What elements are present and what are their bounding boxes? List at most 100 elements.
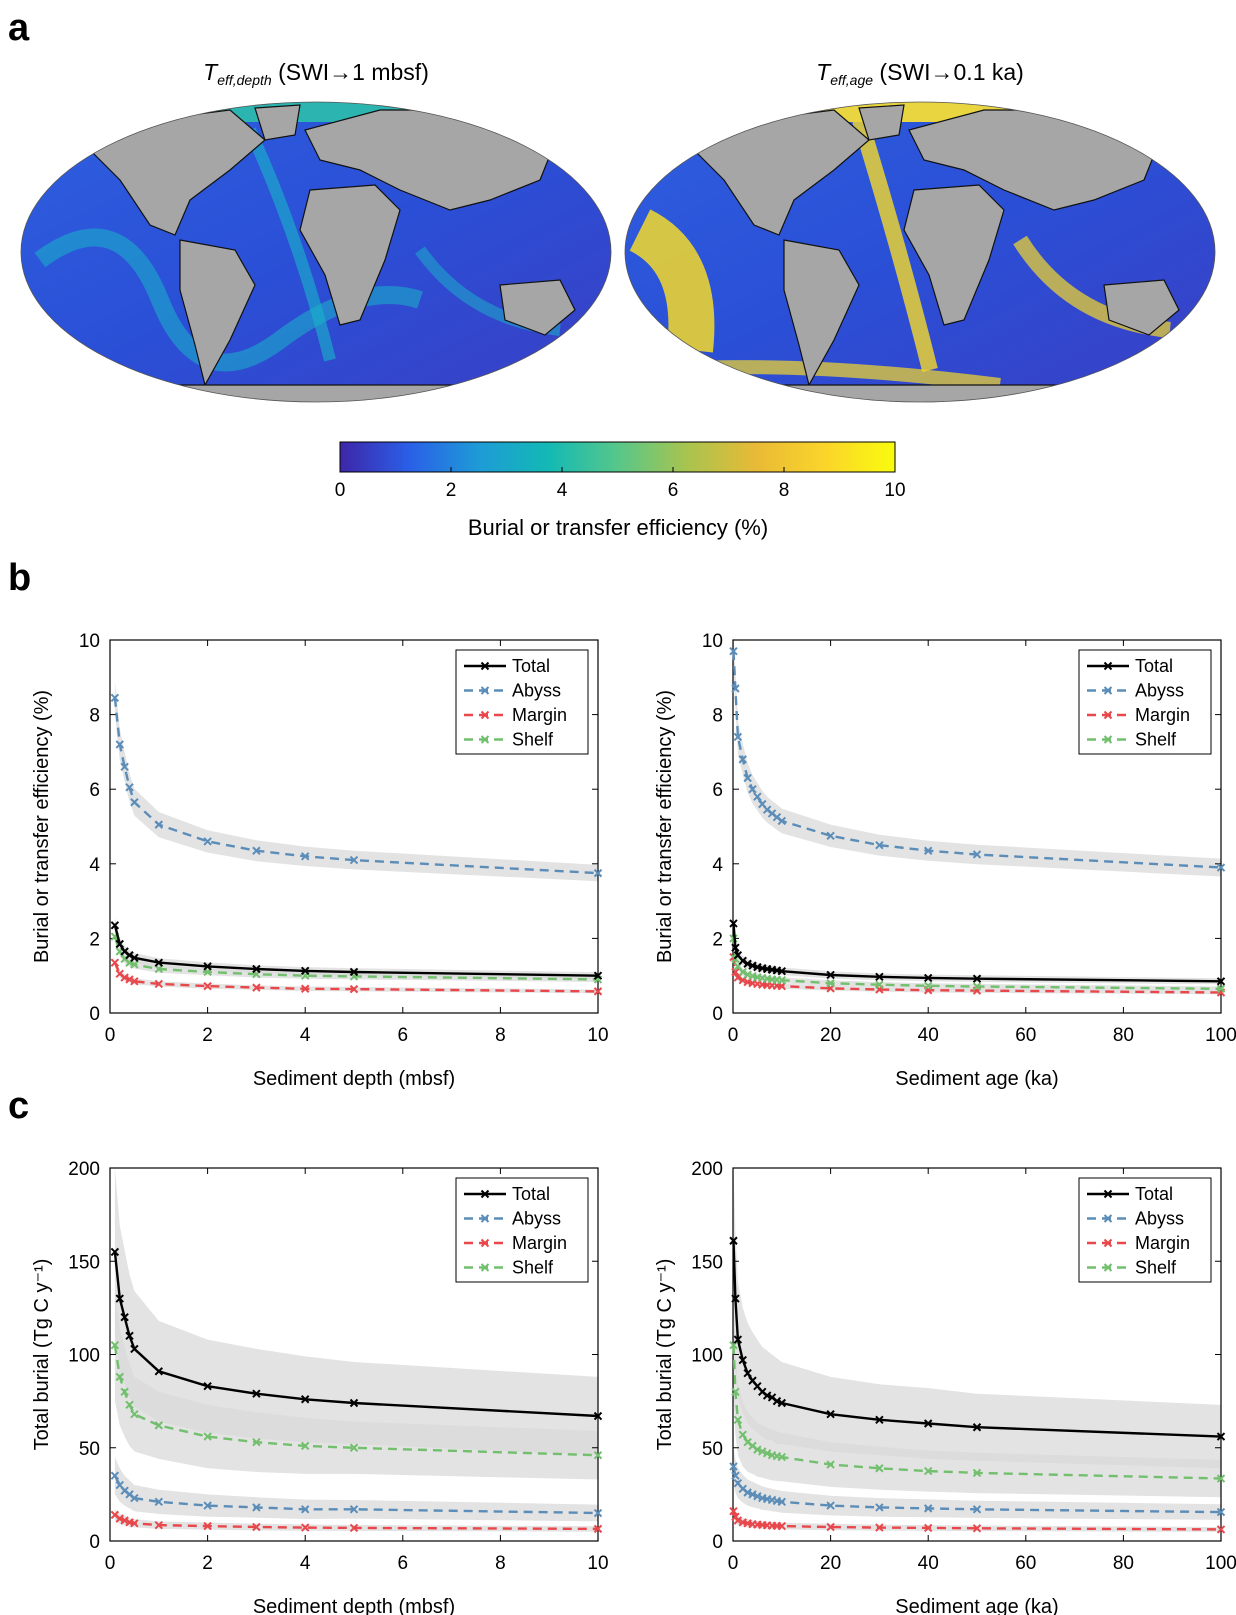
y-tick-label: 8	[712, 706, 723, 727]
x-tick-label: 2	[202, 1025, 213, 1046]
y-tick-label: 6	[712, 780, 723, 801]
band-abyss	[114, 1457, 599, 1522]
band-margin	[114, 958, 599, 994]
x-tick-label: 80	[1113, 1025, 1134, 1046]
data-point-abyss	[349, 1505, 359, 1514]
data-point-abyss	[154, 820, 164, 829]
data-point-abyss	[593, 868, 603, 878]
data-point-margin	[826, 1522, 835, 1532]
legend-label-margin: Margin	[512, 1233, 567, 1253]
x-tick-label: 10	[587, 1025, 608, 1046]
y-tick-label: 50	[79, 1439, 100, 1460]
legend-label-total: Total	[512, 1184, 550, 1204]
map-depth-ocean-pattern-2	[244, 127, 336, 362]
data-point-shelf	[875, 980, 884, 989]
data-point-abyss	[1216, 863, 1226, 872]
data-point-abyss	[130, 798, 139, 807]
data-point-shelf	[252, 1437, 261, 1447]
data-point-margin	[593, 1524, 603, 1534]
legend-box	[455, 649, 589, 755]
data-point-shelf	[593, 1451, 603, 1460]
data-point-abyss	[753, 1492, 762, 1501]
data-point-total	[130, 1344, 139, 1354]
x-tick-label: 6	[398, 1553, 409, 1574]
data-point-abyss	[923, 1504, 933, 1513]
legend-label-total: Total	[1135, 1184, 1173, 1204]
data-point-total	[115, 1294, 124, 1303]
data-point-abyss	[826, 1501, 835, 1510]
data-point-margin	[972, 1524, 982, 1533]
y-axis-label: Total burial (Tg C y⁻¹)	[654, 1259, 676, 1451]
x-axis-label: Sediment age (ka)	[895, 1596, 1058, 1615]
band-margin	[733, 1505, 1221, 1532]
data-point-abyss	[729, 1462, 738, 1471]
data-point-total	[743, 1368, 752, 1378]
data-point-shelf	[875, 1464, 884, 1473]
legend-label-abyss: Abyss	[512, 1209, 561, 1229]
map-depth-arctic	[21, 102, 611, 122]
legend-marker-shelf	[1103, 1263, 1113, 1272]
y-axis-label: Burial or transfer efficiency (%)	[31, 690, 53, 963]
y-tick-label: 0	[712, 1004, 723, 1025]
data-point-abyss	[875, 1503, 884, 1512]
data-point-shelf	[972, 1468, 982, 1478]
data-point-shelf	[758, 1447, 767, 1456]
y-tick-label: 4	[712, 855, 723, 876]
y-tick-label: 4	[89, 855, 100, 876]
colorbar-tick-label: 4	[557, 480, 568, 501]
x-tick-label: 60	[1015, 1553, 1036, 1574]
data-point-abyss	[115, 740, 124, 749]
data-point-shelf	[120, 1387, 129, 1397]
data-point-abyss	[729, 646, 738, 656]
data-point-abyss	[203, 837, 212, 846]
data-point-total	[110, 1247, 120, 1257]
data-point-shelf	[125, 1400, 134, 1410]
band-total	[114, 917, 599, 980]
x-tick-label: 40	[918, 1025, 939, 1046]
data-point-shelf	[1216, 984, 1226, 993]
map-title-age-main: T	[816, 59, 832, 85]
x-tick-label: 0	[728, 1553, 739, 1574]
legend-marker-abyss	[1103, 1214, 1113, 1223]
data-point-margin	[252, 1522, 261, 1532]
legend-label-margin: Margin	[1135, 1233, 1190, 1253]
x-tick-label: 100	[1205, 1553, 1236, 1574]
data-point-abyss	[130, 1493, 139, 1503]
map-age	[625, 102, 1215, 402]
data-point-abyss	[875, 840, 884, 850]
legend-label-abyss: Abyss	[1135, 1209, 1184, 1229]
map-age-south-america	[783, 239, 860, 387]
legend-label-shelf: Shelf	[1135, 1258, 1177, 1278]
data-point-abyss	[593, 1508, 603, 1518]
data-point-shelf	[154, 964, 164, 974]
data-point-margin	[120, 1516, 129, 1525]
y-axis-label: Total burial (Tg C y⁻¹)	[31, 1259, 53, 1451]
data-point-margin	[115, 1514, 124, 1523]
map-age-australia	[1103, 279, 1180, 336]
x-tick-label: 8	[495, 1553, 506, 1574]
y-tick-label: 200	[691, 1159, 723, 1180]
legend-marker-shelf	[1103, 735, 1113, 744]
x-axis-label: Sediment age (ka)	[895, 1068, 1058, 1090]
data-point-shelf	[115, 1372, 124, 1382]
data-point-abyss	[252, 846, 261, 855]
data-point-shelf	[923, 981, 933, 990]
data-point-total	[1216, 1432, 1226, 1441]
band-abyss	[733, 1447, 1221, 1520]
legend-marker-margin	[480, 710, 490, 720]
legend: Total Abyss Margin Shelf	[455, 1177, 589, 1283]
data-point-total	[1216, 977, 1226, 986]
data-point-shelf	[1216, 1474, 1226, 1483]
data-point-shelf	[130, 960, 139, 969]
x-tick-label: 40	[918, 1553, 939, 1574]
data-point-abyss	[300, 852, 310, 861]
data-point-total	[923, 1419, 933, 1428]
data-point-margin	[731, 967, 740, 977]
map-age-africa	[903, 184, 1005, 326]
data-point-total	[252, 964, 261, 974]
x-axis-label: Sediment depth (mbsf)	[253, 1596, 455, 1615]
band-shelf	[733, 1293, 1221, 1498]
data-point-shelf	[777, 975, 787, 985]
data-point-shelf	[972, 982, 982, 991]
